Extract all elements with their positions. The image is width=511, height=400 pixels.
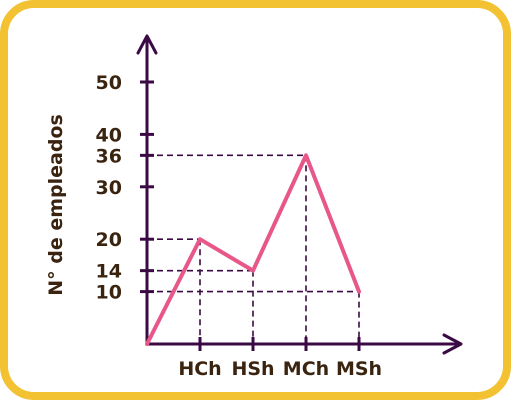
data-point [145, 342, 149, 346]
x-tick-label: HSh [231, 358, 274, 380]
y-tick-label: 14 [96, 261, 122, 283]
data-point [251, 269, 255, 273]
y-tick-label: 50 [96, 72, 122, 94]
y-tick-label: 10 [96, 282, 122, 304]
data-point [198, 237, 202, 241]
y-tick-label: 20 [96, 229, 122, 251]
x-tick-label: HCh [178, 358, 221, 380]
y-tick-label: 30 [96, 177, 122, 199]
x-ticks: HCh HSh MCh MSh [178, 337, 382, 380]
series-line-group [145, 153, 361, 346]
data-point [304, 153, 308, 157]
data-point [357, 290, 361, 294]
x-tick-label: MSh [336, 358, 382, 380]
guide-lines [147, 154, 360, 344]
y-axis-label: N° de empleados [45, 114, 67, 296]
x-axis-arrow [442, 333, 463, 355]
x-tick-label: MCh [283, 358, 329, 380]
y-axis-arrow [136, 34, 158, 55]
y-tick-label: 36 [96, 145, 122, 167]
y-tick-label: 40 [96, 124, 122, 146]
